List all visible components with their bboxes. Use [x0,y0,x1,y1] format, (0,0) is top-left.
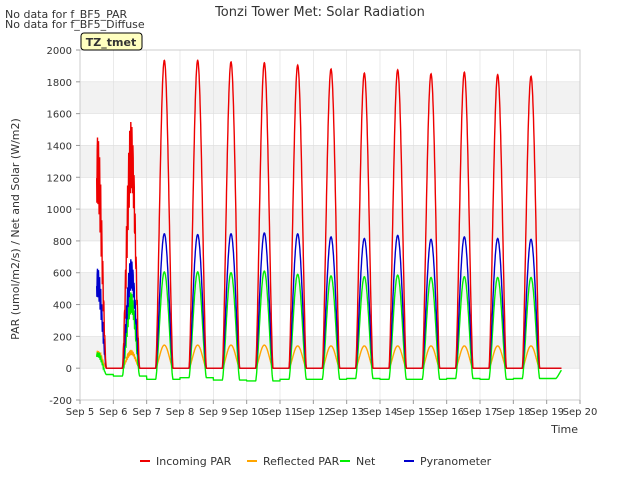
legend-label-net: Net [356,455,376,468]
y-tick-label: 1800 [47,78,72,89]
x-tick-label: Sep 8 [166,407,194,418]
plot-bands [80,81,580,369]
x-axis-label: Time [550,423,578,436]
y-tick-label: 1400 [47,141,72,152]
x-tick-label: Sep 20 [563,407,598,418]
series-line-net [96,270,562,382]
x-tick-label: Sep 18 [496,407,531,418]
y-tick-label: 200 [53,332,72,343]
y-tick-label: 2000 [47,46,72,57]
plot-band [80,336,580,369]
tz-badge [80,32,143,51]
legend: Incoming PAR Reflected PAR Net Pyranometer [140,455,492,468]
legend-label-reflected-par: Reflected PAR [263,455,340,468]
no-data-note-2: No data for f_BF5_Diffuse [5,18,145,31]
legend-label-pyranometer: Pyranometer [420,455,492,468]
x-tick-label: Sep 13 [329,407,364,418]
x-tick-label: Sep 7 [132,407,160,418]
plot-band [80,209,580,241]
y-tick-label: 1000 [47,205,72,216]
y-tick-label: 800 [53,237,72,248]
no-data-note-1: No data for f_BF5_PAR [5,8,128,21]
x-tick-label: Sep 19 [529,407,564,418]
x-tick-label: Sep 17 [463,407,498,418]
legend-label-incoming-par: Incoming PAR [156,455,232,468]
series-layer [96,59,562,382]
y-axis-label: PAR (umol/m2/s) / Net and Solar (W/m2) [9,118,22,340]
y-tick-label: 1200 [47,173,72,184]
x-tick-label: Sep 10 [229,407,264,418]
y-tick-label: 600 [53,269,72,280]
x-tick-label: Sep 16 [429,407,464,418]
y-tick-label: 0 [66,364,72,375]
x-tick-label: Sep 9 [199,407,227,418]
plot-frame [79,49,581,401]
chart-title: Tonzi Tower Met: Solar Radiation [214,5,425,20]
y-tick-label: 1600 [47,110,72,121]
y-tick-label: 400 [53,301,72,312]
y-tick-label: -200 [49,396,72,407]
x-tick-label: Sep 15 [396,407,431,418]
x-tick-label: Sep 5 [66,407,94,418]
x-tick-label: Sep 6 [99,407,127,418]
series-line-incoming-par [96,59,562,369]
y-axis: -200 0 200 400 600 800 1000 1200 1400 1600 1800 200… [47,46,80,407]
x-tick-label: Sep 14 [363,407,398,418]
x-tick-label: Sep 11 [263,407,298,418]
tz-badge-label: TZ_tmet [86,36,136,49]
x-tick-label: Sep 12 [296,407,331,418]
plot-band [80,145,580,178]
